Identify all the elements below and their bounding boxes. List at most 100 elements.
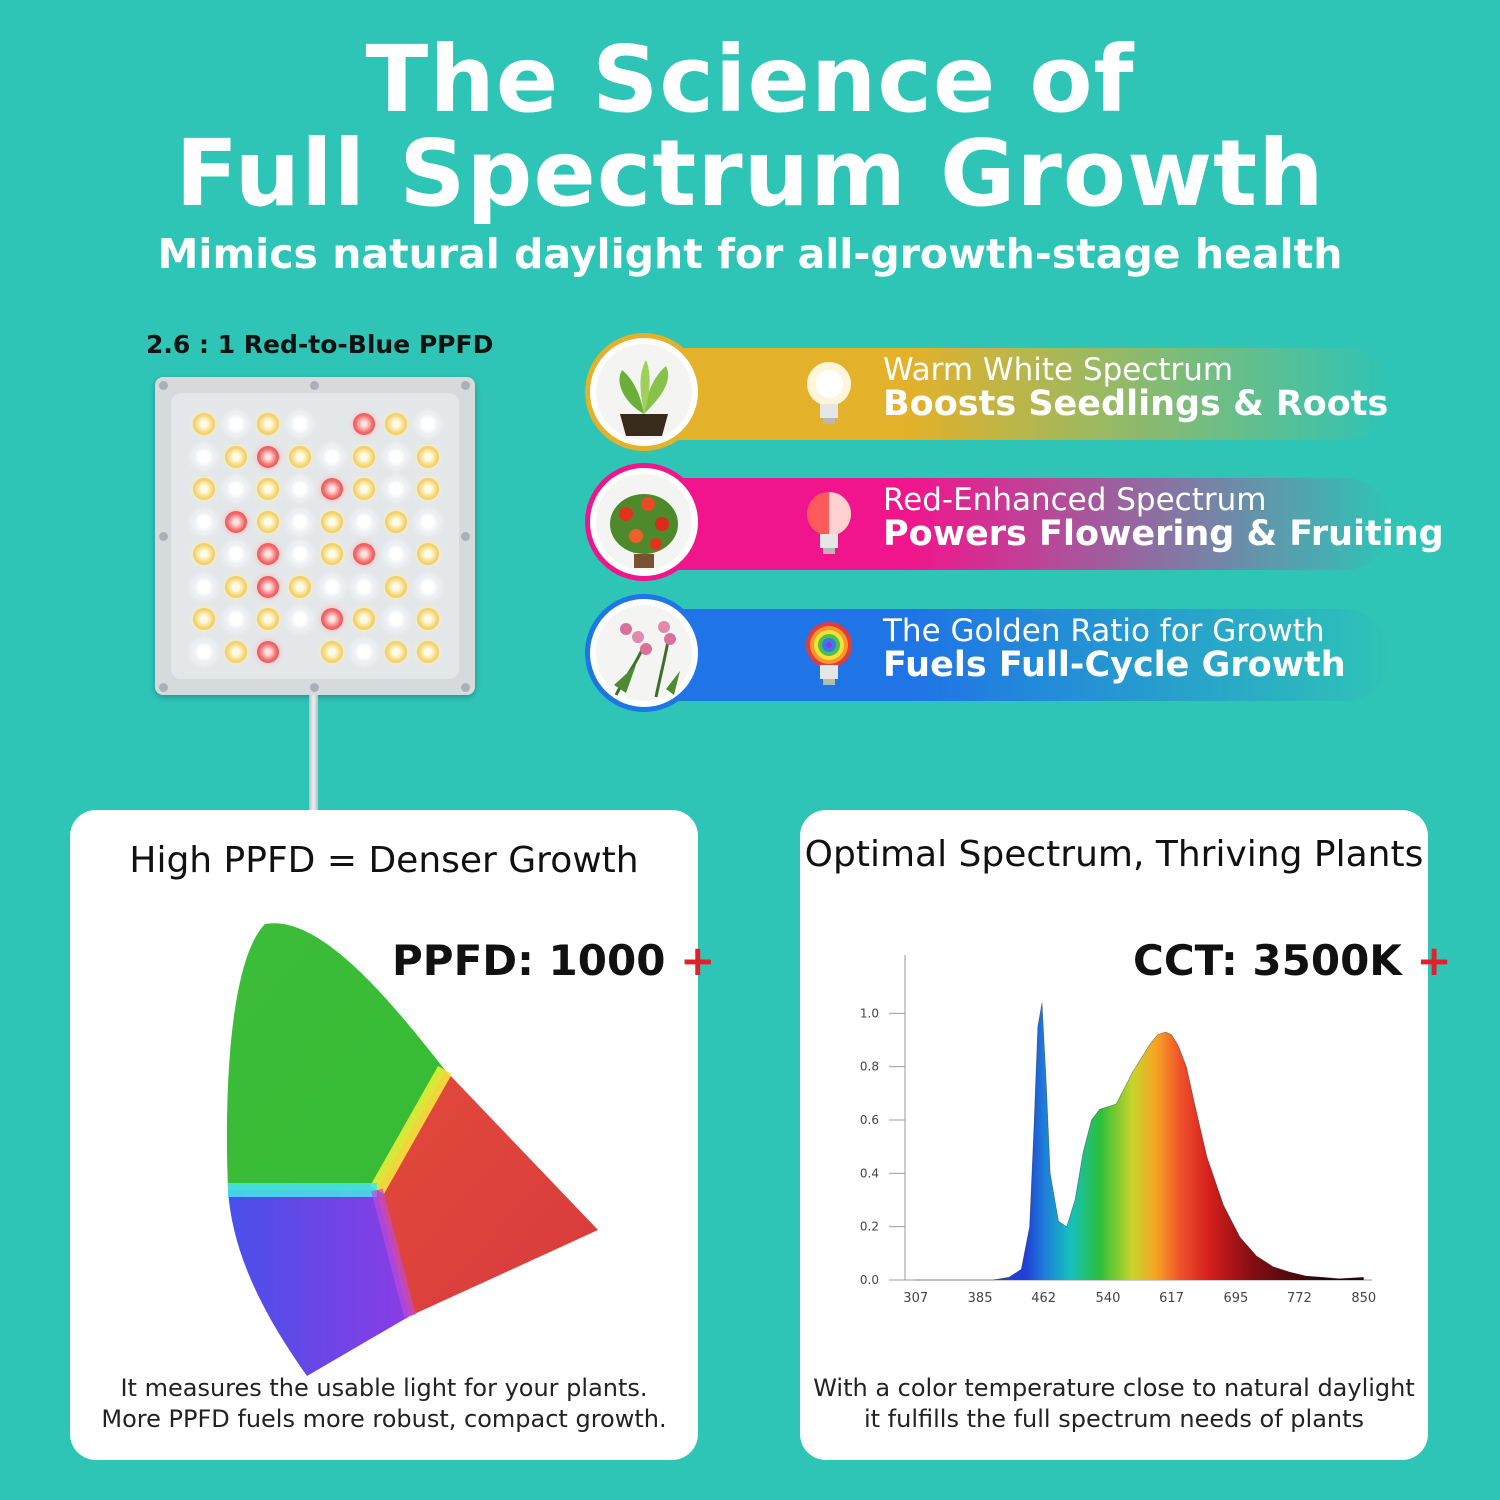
- y-tick-label: 0.4: [860, 1166, 879, 1180]
- warm-white-band: [650, 348, 1390, 440]
- white-led: [225, 478, 247, 500]
- spectrum-area: [915, 1002, 1364, 1280]
- warm-white-title: Warm White Spectrum: [883, 352, 1234, 388]
- warm-led: [257, 413, 279, 435]
- cct-metric: CCT: 3500K +: [1133, 936, 1452, 985]
- x-tick-label: 540: [1096, 1291, 1121, 1306]
- fixture-screw: [159, 381, 168, 390]
- white-led: [289, 608, 311, 630]
- white-led: [225, 608, 247, 630]
- warm-led: [321, 510, 343, 533]
- y-tick-label: 0.6: [860, 1113, 879, 1127]
- white-led: [321, 575, 343, 598]
- red-led: [321, 608, 343, 630]
- warm-led: [225, 640, 247, 663]
- fixture-screw: [159, 532, 168, 541]
- red-enhanced-band: [650, 478, 1390, 570]
- white-led: [417, 413, 439, 435]
- y-tick-label: 1.0: [860, 1006, 879, 1020]
- red-led: [353, 543, 375, 565]
- white-led: [289, 478, 311, 500]
- red-enhanced-description: Powers Flowering & Fruiting: [883, 514, 1444, 554]
- y-tick-label: 0.2: [860, 1220, 879, 1234]
- white-led: [385, 543, 407, 565]
- red-led: [353, 413, 375, 435]
- orchid-photo-icon: [585, 594, 703, 712]
- warm-led: [417, 640, 439, 663]
- led-panel: [171, 393, 459, 679]
- white-led: [193, 575, 215, 598]
- seedling-photo-icon: [585, 333, 703, 451]
- x-tick-label: 850: [1351, 1291, 1376, 1306]
- warm-led: [193, 478, 215, 500]
- page-title-line-1: The Science of: [365, 26, 1135, 133]
- x-tick-label: 385: [968, 1291, 993, 1306]
- spectrum-caption-line-1: With a color temperature close to natura…: [813, 1374, 1415, 1402]
- white-led: [417, 510, 439, 533]
- white-led: [289, 510, 311, 533]
- warm-led: [417, 608, 439, 630]
- page-subtitle: Mimics natural daylight for all-growth-s…: [157, 230, 1343, 278]
- white-led: [225, 543, 247, 565]
- y-tick-label: 0.0: [860, 1273, 879, 1287]
- ppfd-metric-label: PPFD: 1000: [392, 936, 666, 985]
- warm-led: [225, 575, 247, 598]
- white-led: [321, 445, 343, 468]
- x-tick-label: 307: [903, 1291, 928, 1306]
- golden-ratio-description: Fuels Full-Cycle Growth: [883, 645, 1346, 685]
- warm-bulb-icon: [807, 362, 851, 424]
- golden-ratio-band: [650, 609, 1390, 701]
- ppfd-card: High PPFD = Denser Growth: [70, 810, 715, 1460]
- warm-led: [257, 510, 279, 533]
- red-led: [257, 543, 279, 565]
- warm-led: [417, 445, 439, 468]
- warm-led: [385, 575, 407, 598]
- white-led: [193, 445, 215, 468]
- white-led: [353, 510, 375, 533]
- warm-led: [289, 445, 311, 468]
- red-blue-ratio-label: 2.6 : 1 Red-to-Blue PPFD: [146, 330, 494, 359]
- warm-led: [321, 640, 343, 663]
- ppfd-caption-line-1: It measures the usable light for your pl…: [120, 1374, 648, 1402]
- white-led: [193, 510, 215, 533]
- white-led: [353, 575, 375, 598]
- x-tick-label: 695: [1223, 1291, 1248, 1306]
- ppfd-caption-line-2: More PPFD fuels more robust, compact gro…: [101, 1405, 667, 1433]
- ppfd-card-heading: High PPFD = Denser Growth: [129, 840, 639, 881]
- red-led: [321, 478, 343, 500]
- warm-led: [353, 608, 375, 630]
- red-led: [225, 510, 247, 533]
- warm-led: [289, 575, 311, 598]
- warm-led: [353, 478, 375, 500]
- page-title-line-2: Full Spectrum Growth: [175, 120, 1325, 227]
- fixture-pole: [309, 695, 318, 810]
- white-led: [225, 413, 247, 435]
- white-led: [289, 543, 311, 565]
- white-led: [193, 640, 215, 663]
- cct-plus-sign: +: [1416, 936, 1452, 985]
- fixture-screw: [159, 683, 168, 692]
- warm-led: [353, 445, 375, 468]
- white-led: [385, 478, 407, 500]
- warm-led: [257, 478, 279, 500]
- warm-led: [321, 543, 343, 565]
- red-led: [257, 640, 279, 663]
- white-led: [417, 575, 439, 598]
- tomato-plant-photo-icon: [585, 463, 703, 581]
- red-bulb-icon: [807, 492, 851, 554]
- x-tick-label: 772: [1287, 1291, 1312, 1306]
- fixture-screw: [310, 381, 319, 390]
- warm-led: [225, 445, 247, 468]
- x-tick-label: 617: [1159, 1291, 1184, 1306]
- rainbow-bulb-icon: [806, 622, 852, 685]
- y-tick-label: 0.8: [860, 1060, 879, 1074]
- ppfd-plus-sign: +: [680, 936, 716, 985]
- red-led: [257, 445, 279, 468]
- cct-metric-label: CCT: 3500K: [1133, 936, 1402, 985]
- spectrum-caption-line-2: it fulfills the full spectrum needs of p…: [863, 1405, 1365, 1433]
- red-led: [257, 575, 279, 598]
- fixture-screw: [461, 683, 470, 692]
- warm-led: [417, 478, 439, 500]
- white-led: [385, 608, 407, 630]
- red-enhanced-title: Red-Enhanced Spectrum: [883, 482, 1267, 518]
